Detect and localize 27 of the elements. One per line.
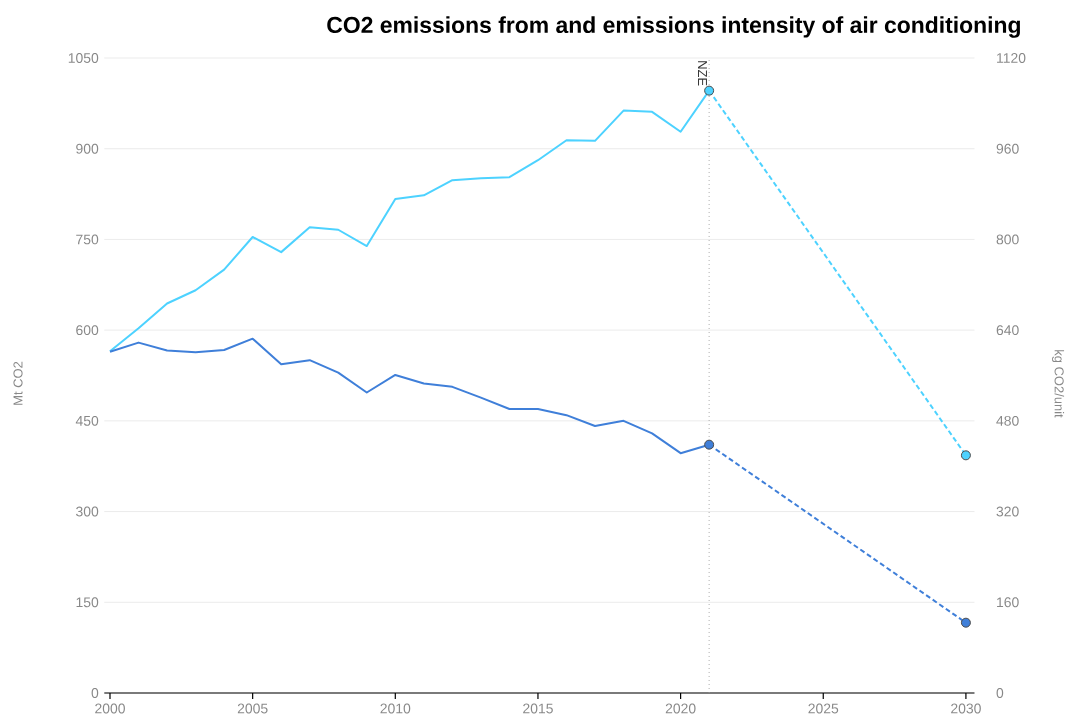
- y-tick-label: 600: [76, 325, 99, 336]
- y-tick-label: 450: [75, 415, 99, 426]
- x-tick-label: 2000: [95, 703, 125, 714]
- x-tick-label: 2005: [237, 703, 268, 714]
- chart-title: CO2 emissions from and emissions intensity of air conditioning: [327, 16, 1020, 38]
- x-tick-label: 2030: [951, 703, 981, 714]
- y-tick-label: 300: [76, 506, 99, 517]
- y-axis-title: Mt CO2: [13, 361, 23, 405]
- x-tick-label: 2015: [523, 703, 553, 714]
- y2-axis-title: kg CO2/unit: [1051, 350, 1065, 418]
- y-tick-label: 150: [76, 597, 99, 608]
- y2-tick-label: 160: [997, 597, 1019, 608]
- y-tick-label: 750: [76, 234, 99, 245]
- y2-tick-label: 800: [996, 234, 1019, 245]
- y2-tick-label: 320: [996, 506, 1019, 517]
- y-tick-label: 1050: [68, 53, 99, 63]
- ref-line-label: NZE: [698, 61, 707, 86]
- x-tick-label: 2025: [808, 703, 839, 714]
- y-tick-label: 0: [91, 688, 99, 698]
- x-tick-label: 2020: [665, 703, 696, 714]
- y-tick-label: 900: [76, 143, 99, 154]
- y2-tick-label: 0: [996, 688, 1004, 698]
- y2-tick-label: 960: [996, 143, 1019, 154]
- x-tick-label: 2010: [380, 703, 411, 714]
- y2-tick-label: 1120: [997, 53, 1026, 63]
- y2-tick-label: 640: [996, 325, 1019, 336]
- y2-tick-label: 480: [996, 415, 1019, 426]
